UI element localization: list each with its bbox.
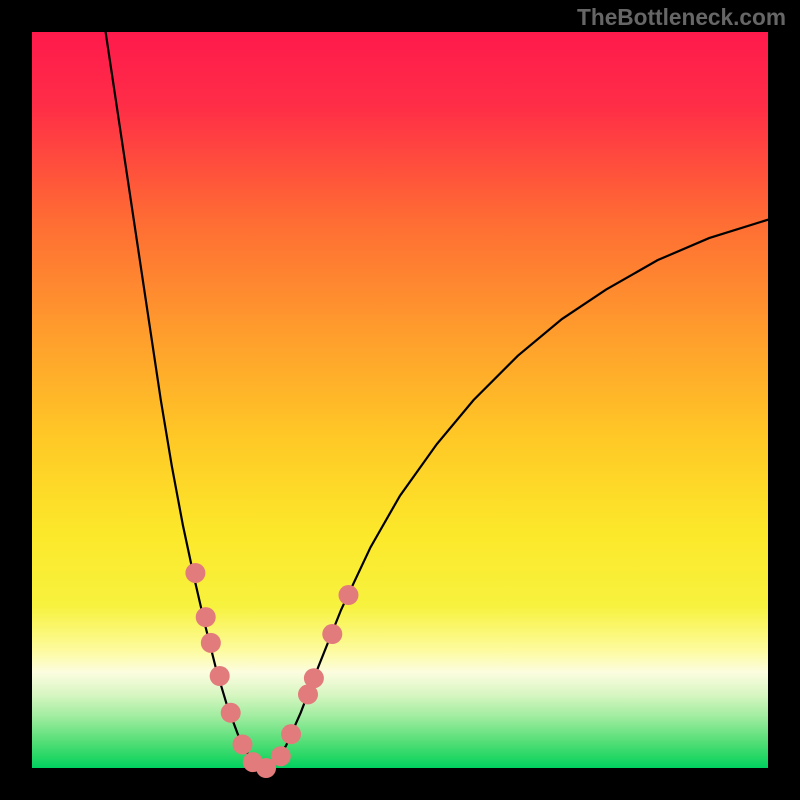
data-marker (271, 746, 291, 766)
data-marker (322, 624, 342, 644)
data-marker (233, 734, 253, 754)
plot-background (32, 32, 768, 768)
data-marker (338, 585, 358, 605)
chart-container: TheBottleneck.com (0, 0, 800, 800)
data-marker (201, 633, 221, 653)
data-marker (304, 668, 324, 688)
data-marker (210, 666, 230, 686)
chart-svg (0, 0, 800, 800)
data-marker (185, 563, 205, 583)
data-marker (221, 703, 241, 723)
data-marker (281, 724, 301, 744)
data-marker (196, 607, 216, 627)
